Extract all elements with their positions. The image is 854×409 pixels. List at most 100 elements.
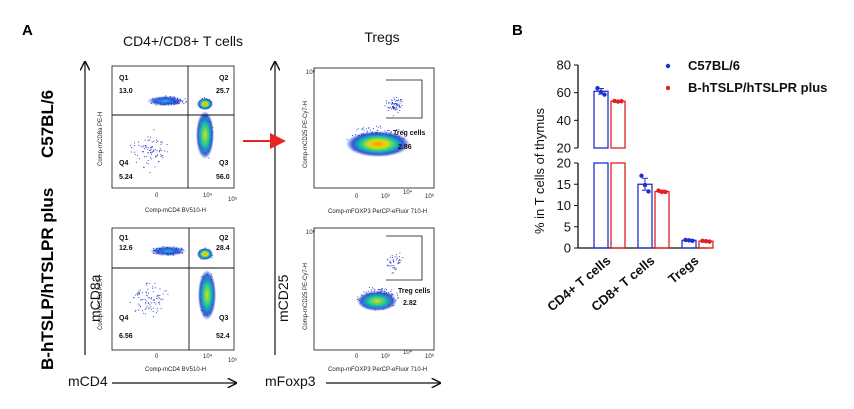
event-dot (150, 305, 152, 308)
event-dot (162, 298, 164, 300)
event-dot (152, 287, 154, 289)
q1-name: Q1 (119, 75, 128, 82)
plot-axis-label-foxp3: Comp-mFOXP3 PerCP-eFluor 710-H (328, 209, 427, 215)
event-dot (376, 125, 378, 127)
event-dot (388, 129, 390, 131)
data-point (656, 188, 661, 193)
event-dot (138, 291, 140, 293)
event-dot (138, 158, 140, 160)
event-dot (384, 130, 386, 132)
event-dot (138, 144, 140, 146)
y-upper-tick-label: 40 (557, 113, 571, 128)
event-dot (142, 298, 144, 300)
event-dot (143, 145, 145, 147)
bar-upper-part (610, 100, 626, 149)
event-dot (389, 262, 391, 264)
event-dot (211, 257, 213, 259)
event-dot (372, 288, 374, 290)
event-dot (138, 309, 140, 311)
bar (637, 183, 653, 249)
event-dot (390, 256, 392, 258)
data-point (707, 239, 712, 244)
event-dot (398, 258, 401, 260)
event-dot (141, 299, 143, 301)
event-dot (144, 299, 146, 301)
event-dot (393, 264, 395, 267)
event-dot (385, 289, 388, 291)
event-dot (185, 101, 187, 103)
event-dot (153, 302, 155, 304)
panel-b-label: B (512, 22, 523, 39)
event-dot (154, 148, 156, 151)
event-dot (156, 141, 158, 144)
panel-a-label: A (22, 22, 33, 39)
event-dot (393, 103, 396, 105)
data-point (646, 189, 651, 194)
event-dot (387, 109, 389, 111)
data-point (598, 89, 604, 95)
event-dot (148, 139, 150, 141)
tick-label: 10⁵ (228, 196, 238, 203)
event-dot (390, 291, 392, 293)
y-lower-tick-label: 10 (557, 198, 571, 213)
event-dot (138, 294, 140, 296)
event-dot (156, 294, 158, 296)
event-dot (387, 106, 389, 108)
event-dot (395, 267, 397, 269)
event-dot (151, 153, 153, 155)
event-dot (159, 148, 161, 150)
event-dot (151, 151, 153, 153)
event-dot (392, 256, 394, 259)
event-dot (149, 156, 151, 158)
legend-label: B-hTSLP/hTSLPR plus (688, 80, 827, 95)
q1-name: Q1 (119, 235, 128, 242)
treg-value: 2.82 (403, 300, 417, 307)
q4-name: Q4 (119, 160, 128, 167)
axis-label-mcd4: mCD4 (68, 373, 108, 389)
event-dot (369, 129, 371, 131)
event-dot (143, 312, 145, 314)
event-dot (387, 129, 389, 132)
event-dot (147, 148, 149, 150)
axis-label-mcd25: mCD25 (275, 274, 291, 322)
treg-value: 2.86 (398, 144, 412, 151)
event-dot (133, 142, 136, 144)
event-dot (160, 307, 162, 310)
event-dot (155, 156, 157, 158)
event-dot (134, 153, 136, 156)
tick-label: 0 (155, 193, 159, 199)
event-dot (149, 282, 151, 285)
legend-marker (665, 63, 671, 69)
event-dot (395, 109, 397, 111)
tick-label: 0 (355, 194, 359, 200)
event-dot (156, 307, 158, 309)
data-point (619, 99, 624, 104)
bar-lower-part (610, 162, 626, 249)
event-dot (154, 166, 156, 168)
event-dot (365, 291, 367, 293)
event-dot (135, 161, 137, 163)
event-dot (391, 255, 393, 257)
tick-label: 0 (155, 354, 159, 360)
q1-value: 12.6 (119, 245, 133, 252)
event-dot (398, 129, 400, 131)
q1-value: 13.0 (119, 88, 133, 95)
event-dot (391, 105, 394, 107)
event-dot (372, 128, 374, 130)
tick-label: 10⁶ (306, 69, 316, 76)
q2-name: Q2 (219, 235, 228, 242)
plot-axis-label-mcd4: Comp-mCD4 BV510-H (145, 367, 206, 373)
event-dot (136, 154, 139, 156)
event-dot (161, 142, 163, 144)
event-dot (138, 141, 140, 143)
event-dot (147, 136, 149, 138)
plot-frame (111, 65, 235, 189)
event-dot (147, 302, 149, 305)
event-dot (157, 294, 159, 297)
bar (654, 190, 670, 249)
tick-label: 0 (355, 354, 359, 360)
event-dot (158, 296, 160, 298)
data-point (595, 86, 600, 91)
